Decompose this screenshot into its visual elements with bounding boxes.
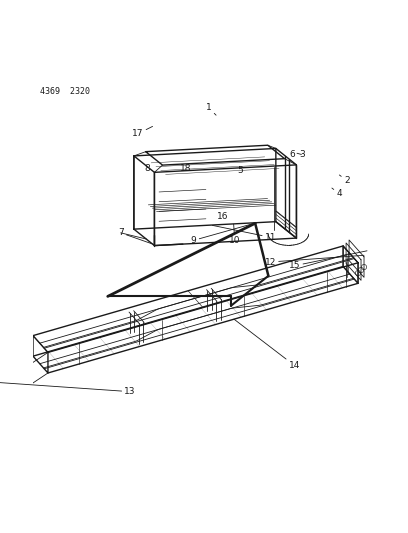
Text: 5: 5 bbox=[237, 166, 243, 175]
Text: 12: 12 bbox=[264, 255, 364, 266]
Text: 4: 4 bbox=[332, 188, 342, 198]
Text: 4369  2320: 4369 2320 bbox=[40, 87, 91, 96]
Text: 3: 3 bbox=[299, 150, 305, 159]
Text: 16: 16 bbox=[217, 212, 228, 221]
Text: 18: 18 bbox=[180, 164, 191, 173]
Text: 2: 2 bbox=[339, 175, 350, 185]
Text: 13: 13 bbox=[0, 382, 136, 396]
Text: 9: 9 bbox=[191, 223, 255, 245]
Text: 17: 17 bbox=[132, 126, 153, 139]
Text: 7: 7 bbox=[118, 228, 152, 244]
Text: 14: 14 bbox=[234, 319, 300, 370]
Text: 11: 11 bbox=[213, 225, 276, 242]
Text: 1: 1 bbox=[206, 103, 216, 115]
Text: 6: 6 bbox=[289, 150, 295, 159]
Text: 10: 10 bbox=[229, 224, 240, 245]
Text: 15: 15 bbox=[289, 251, 367, 270]
Text: 8: 8 bbox=[144, 164, 150, 173]
